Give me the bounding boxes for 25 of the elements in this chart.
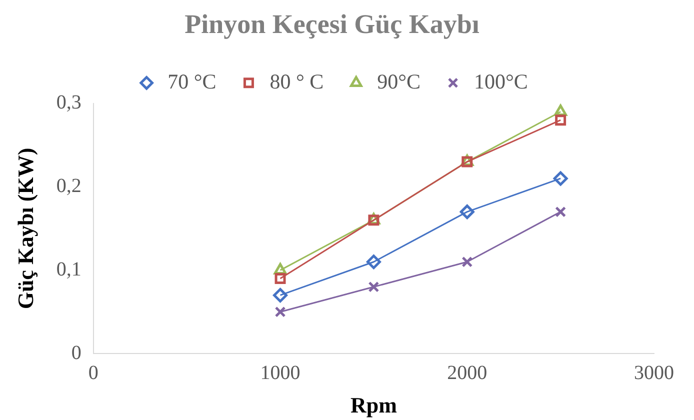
point: [555, 114, 566, 126]
chart-title: Pinyon Keçesi Güç Kaybı: [184, 9, 480, 40]
point: [462, 256, 473, 268]
x-tick-label: 0: [88, 362, 98, 384]
x-axis-title: Rpm: [350, 392, 397, 418]
point: [553, 171, 568, 186]
point: [368, 281, 380, 292]
y-tick-label: 0,3: [56, 92, 82, 114]
point: [460, 204, 474, 220]
y-axis-title: Güç Kaybı (KW): [12, 148, 38, 310]
point: [274, 273, 286, 284]
x-tick-label: 1000: [260, 362, 300, 384]
legend-label: 90°C: [377, 69, 421, 94]
y-tick-label: 0,1: [56, 258, 82, 280]
point: [555, 206, 566, 218]
legend-label: 80 ° C: [270, 69, 324, 94]
legend-label: 70 °C: [168, 69, 216, 94]
point: [366, 254, 381, 270]
x-tick-label: 2000: [447, 362, 488, 384]
y-tick-label: 0: [71, 342, 82, 364]
point: [273, 288, 288, 302]
y-tick-label: 0,2: [56, 175, 82, 198]
point: [274, 306, 286, 318]
x-tick-label: 3000: [634, 362, 674, 384]
legend-label: 100°C: [474, 69, 528, 94]
